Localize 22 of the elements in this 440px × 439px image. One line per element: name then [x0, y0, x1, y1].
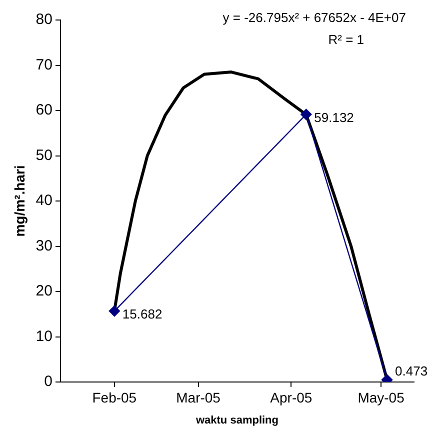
x-axis-title: waktu sampling — [194, 414, 279, 426]
point — [300, 108, 312, 120]
x-tick-label: May-05 — [358, 389, 405, 406]
annotation: R² = 1 — [328, 32, 364, 48]
y-tick-label: 70 — [36, 56, 52, 74]
y-tick-label: 50 — [36, 146, 52, 164]
y-tick-label: 80 — [36, 11, 52, 28]
y-tick-label: 10 — [36, 328, 52, 345]
y-tick-label: 60 — [36, 102, 52, 119]
x-tick-label: Feb-05 — [92, 389, 137, 406]
y-axis-title: mg/m².hari — [11, 165, 28, 237]
point — [108, 305, 120, 317]
y-tick-label: 40 — [36, 192, 52, 210]
y-tick-label: 0 — [44, 373, 52, 390]
data-label: 59.132 — [314, 110, 354, 126]
y-tick-label: 30 — [36, 237, 52, 254]
y-tick-label: 20 — [36, 282, 52, 300]
data-label: 0.473 — [395, 363, 428, 378]
x-tick-label: Mar-05 — [176, 389, 221, 406]
annotation: y = -26.795x² + 67652x - 4E+07 — [222, 10, 406, 26]
x-tick-label: Apr-05 — [270, 389, 312, 406]
data-label: 15.682 — [122, 306, 162, 322]
